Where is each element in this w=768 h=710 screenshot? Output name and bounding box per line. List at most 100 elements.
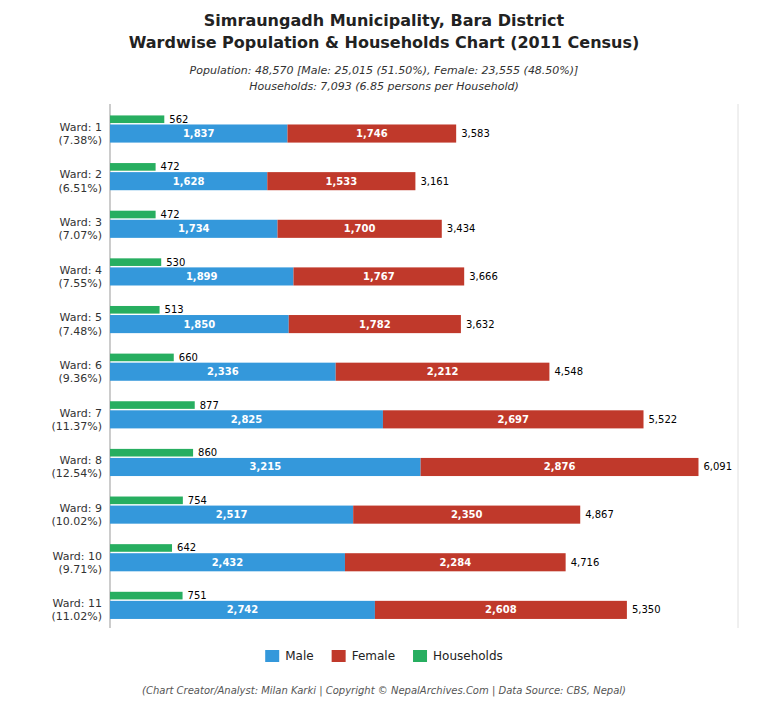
bars bbox=[110, 115, 698, 619]
title: Wardwise Population & Households Chart (… bbox=[129, 33, 640, 52]
data-label: 2,825 bbox=[231, 414, 263, 425]
data-label: 2,608 bbox=[485, 604, 517, 615]
data-label: 1,837 bbox=[183, 128, 215, 139]
category-label-line: Ward: 9 bbox=[60, 502, 102, 515]
chart: Simraungadh Municipality, Bara DistrictW… bbox=[0, 0, 768, 710]
bar-segment bbox=[287, 124, 456, 142]
category-label-line: Ward: 8 bbox=[60, 454, 102, 467]
household-bar bbox=[110, 449, 193, 457]
legend-item: Male bbox=[265, 649, 313, 663]
data-label: 642 bbox=[177, 542, 196, 553]
category-label-line: Ward: 1 bbox=[60, 121, 102, 134]
total-label: 3,632 bbox=[466, 319, 495, 330]
legend-label: Households bbox=[433, 649, 503, 663]
category-label: Ward: 10(9.71%) bbox=[53, 550, 102, 576]
category-label-line: (11.02%) bbox=[51, 610, 102, 623]
legend-item: Female bbox=[332, 649, 395, 663]
category-label-line: (12.54%) bbox=[51, 467, 102, 480]
data-label: 472 bbox=[161, 161, 180, 172]
household-bar bbox=[110, 544, 172, 552]
data-label: 751 bbox=[188, 590, 207, 601]
bar-segment bbox=[421, 458, 699, 476]
bar-segment bbox=[110, 553, 345, 571]
household-bar bbox=[110, 258, 161, 266]
data-label: 1,700 bbox=[344, 223, 376, 234]
category-label-line: (7.38%) bbox=[58, 134, 102, 147]
category-label-line: (11.37%) bbox=[51, 420, 102, 433]
data-label: 1,746 bbox=[356, 128, 388, 139]
category-label-line: Ward: 2 bbox=[60, 168, 102, 181]
legend: Male Female Households bbox=[265, 649, 503, 663]
category-label-line: (10.02%) bbox=[51, 515, 102, 528]
data-label: 530 bbox=[166, 257, 185, 268]
data-label: 562 bbox=[169, 114, 188, 125]
bar-segment bbox=[278, 220, 442, 238]
category-label: Ward: 2(6.51%) bbox=[58, 168, 102, 194]
bar-segment bbox=[110, 410, 383, 428]
bar-segment bbox=[345, 553, 566, 571]
data-label: 2,517 bbox=[216, 509, 248, 520]
bar-segment bbox=[110, 267, 293, 285]
legend-swatch bbox=[413, 650, 427, 662]
category-label: Ward: 6(9.36%) bbox=[58, 359, 102, 385]
total-label: 3,666 bbox=[469, 271, 498, 282]
category-label-line: Ward: 5 bbox=[60, 311, 102, 324]
subtitle: Population: 48,570 [Male: 25,015 (51.50%… bbox=[190, 64, 579, 77]
bar-segment bbox=[110, 172, 267, 190]
category-label-line: Ward: 11 bbox=[53, 597, 102, 610]
category-label: Ward: 8(12.54%) bbox=[51, 454, 102, 480]
total-label: 3,161 bbox=[420, 176, 449, 187]
total-label: 5,522 bbox=[649, 414, 678, 425]
bar-segment bbox=[353, 506, 580, 524]
data-label: 2,697 bbox=[497, 414, 529, 425]
bar-segment bbox=[110, 363, 336, 381]
data-label: 1,850 bbox=[184, 319, 216, 330]
data-label: 1,782 bbox=[359, 319, 391, 330]
category-label-line: (7.55%) bbox=[58, 277, 102, 290]
bar-segment bbox=[110, 315, 289, 333]
bar-segment bbox=[110, 506, 353, 524]
category-label: Ward: 9(10.02%) bbox=[51, 502, 102, 528]
bar-segment bbox=[289, 315, 461, 333]
category-label: Ward: 5(7.48%) bbox=[58, 311, 102, 337]
category-label: Ward: 11(11.02%) bbox=[51, 597, 102, 623]
data-label: 2,212 bbox=[427, 366, 459, 377]
data-label: 2,336 bbox=[207, 366, 239, 377]
bar-segment bbox=[110, 601, 375, 619]
bar-segment bbox=[336, 363, 550, 381]
range-end-line bbox=[738, 104, 739, 628]
data-label: 660 bbox=[179, 352, 198, 363]
data-label: 860 bbox=[198, 447, 217, 458]
category-label-line: Ward: 7 bbox=[60, 407, 102, 420]
data-label: 2,876 bbox=[544, 461, 576, 472]
data-label: 2,432 bbox=[212, 557, 244, 568]
category-label-line: Ward: 6 bbox=[60, 359, 102, 372]
household-bar bbox=[110, 306, 160, 314]
data-label: 472 bbox=[161, 209, 180, 220]
category-label-line: Ward: 4 bbox=[60, 264, 102, 277]
household-bar bbox=[110, 115, 164, 123]
subtitle: Households: 7,093 (6.85 persons per Hous… bbox=[249, 80, 519, 93]
total-label: 3,583 bbox=[461, 128, 490, 139]
total-label: 4,867 bbox=[585, 509, 614, 520]
category-label-line: (7.07%) bbox=[58, 229, 102, 242]
bar-segment bbox=[110, 220, 278, 238]
category-label-line: (7.48%) bbox=[58, 325, 102, 338]
total-label: 4,548 bbox=[554, 366, 583, 377]
category-label-line: Ward: 10 bbox=[53, 550, 102, 563]
data-label: 3,215 bbox=[249, 461, 281, 472]
data-label: 877 bbox=[200, 400, 219, 411]
footer: (Chart Creator/Analyst: Milan Karki | Co… bbox=[142, 685, 626, 697]
household-bar bbox=[110, 163, 156, 171]
legend-swatch bbox=[332, 650, 346, 662]
data-label: 1,734 bbox=[178, 223, 210, 234]
category-label: Ward: 3(7.07%) bbox=[58, 216, 102, 242]
data-label: 754 bbox=[188, 495, 207, 506]
labels: Ward: 1(7.38%)1,8371,7465623,583Ward: 2(… bbox=[51, 114, 732, 624]
category-label-line: Ward: 3 bbox=[60, 216, 102, 229]
legend-label: Female bbox=[352, 649, 395, 663]
legend-swatch bbox=[265, 650, 279, 662]
data-label: 2,284 bbox=[439, 557, 471, 568]
data-label: 1,628 bbox=[173, 176, 205, 187]
data-label: 1,767 bbox=[363, 271, 395, 282]
